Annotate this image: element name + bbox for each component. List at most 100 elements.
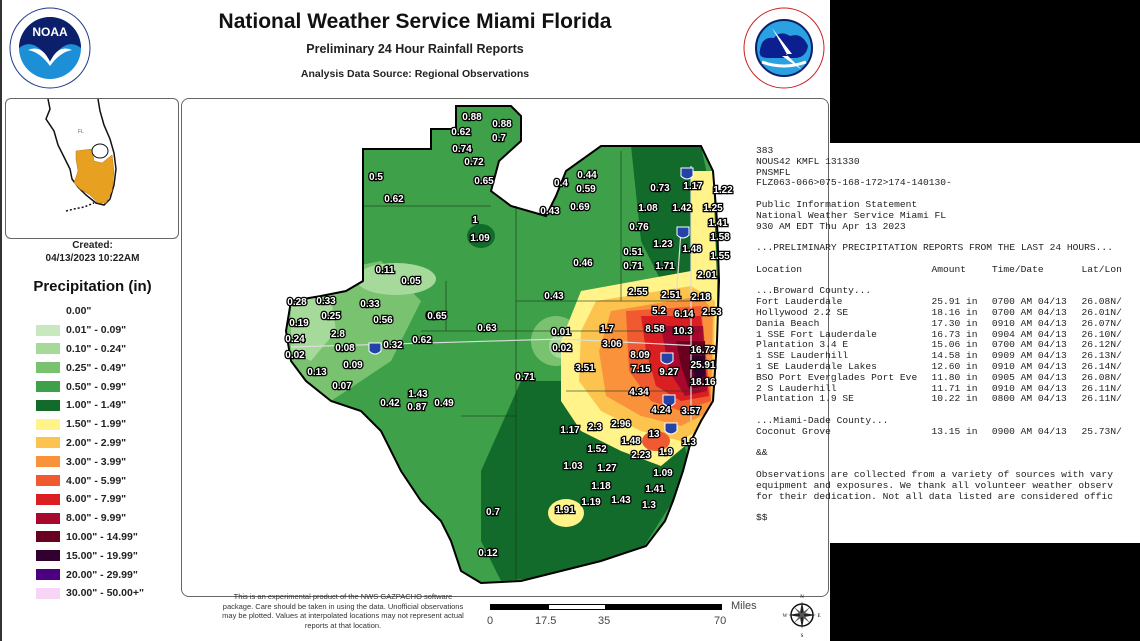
scale-tick-17-5: 17.5	[535, 615, 557, 627]
pns-footer-text: equipment and exposures. We thank all vo…	[756, 479, 1113, 491]
pns-report-row: Plantation 1.9 SE 10.22 in 0800 AM 04/13 26…	[756, 394, 1140, 405]
pns-cell-time: 0904 AM 04/13	[991, 328, 1067, 340]
station-value-label: 0.4	[554, 178, 568, 189]
station-value-label: 1.41	[708, 218, 728, 229]
pns-report-row: 1 SSE Lauderhill 14.58 in 0909 AM 04/13 26.…	[756, 350, 1140, 362]
pns-cell-time: 0910 AM 04/13	[991, 360, 1067, 372]
station-value-label: 3.57	[681, 406, 701, 417]
pns-header-line: 930 AM EDT Thu Apr 13 2023	[756, 220, 906, 232]
pns-cell-location: Dania Beach	[756, 318, 820, 329]
interstate-shield-icon	[368, 167, 694, 435]
legend-label: 8.00" - 9.99"	[66, 512, 127, 525]
scale-tick-35: 35	[598, 615, 611, 627]
legend-swatch	[36, 512, 60, 524]
station-value-label: 0.44	[577, 170, 597, 181]
pns-cell-latlon: 26.08N/	[1081, 296, 1122, 308]
pns-report-row: Coconut Grove 13.15 in 0900 AM 04/13 25.73N…	[756, 426, 1140, 438]
station-value-label: 0.01	[551, 327, 571, 338]
legend-label: 30.00" - 50.00+"	[66, 587, 144, 600]
station-value-label: 1.03	[563, 461, 583, 472]
legend-item: 3.00" - 3.99"	[36, 452, 144, 471]
legend-label: 6.00" - 7.99"	[66, 493, 127, 506]
station-value-label: 10.3	[673, 326, 693, 337]
station-value-label: 0.74	[452, 144, 472, 155]
station-value-label: 0.25	[321, 311, 341, 322]
station-value-label: 0.46	[573, 258, 593, 269]
legend-swatch	[36, 381, 60, 393]
pns-cell-latlon: 26.11N/	[1081, 393, 1122, 405]
station-value-label: 0.43	[544, 291, 564, 302]
pns-cell-location: 1 SSE Lauderhill	[756, 351, 849, 362]
svg-text:S: S	[801, 634, 804, 638]
station-value-label: 0.12	[478, 548, 498, 559]
legend-label: 1.50" - 1.99"	[66, 418, 127, 431]
legend-swatch	[36, 550, 60, 562]
station-value-label: 1.3	[642, 500, 656, 511]
legend-item: 0.25" - 0.49"	[36, 358, 144, 377]
pns-cell-location: Hollywood 2.2 SE	[756, 307, 849, 318]
pns-report-row: BSO Port Everglades Port Eve 11.80 in 0905…	[756, 371, 1140, 384]
station-value-label: 0.62	[412, 335, 432, 346]
station-value-label: 1.48	[682, 244, 702, 255]
pns-cell-latlon: 26.01N/	[1081, 306, 1122, 318]
station-value-label: 1.58	[710, 232, 730, 243]
station-value-label: 1.09	[653, 468, 673, 479]
page-subtitle: Preliminary 24 Hour Rainfall Reports	[306, 42, 524, 56]
station-value-label: 0.72	[464, 157, 484, 168]
station-value-label: 1.48	[621, 436, 641, 447]
rainfall-map[interactable]: 0.88 0.88 0.62 0.7 0.74 0.72 0.5 0.65 0.62 1 1.09 0…	[181, 98, 829, 597]
pns-cell-latlon: 26.08N/	[1081, 371, 1122, 383]
station-value-label: 4.34	[629, 387, 649, 398]
station-value-label: 0.88	[462, 112, 482, 123]
scale-unit: Miles	[731, 600, 757, 612]
legend-swatch	[36, 437, 60, 449]
station-value-label: 2.53	[702, 307, 722, 318]
svg-text:NOAA: NOAA	[32, 25, 68, 39]
legend-swatch	[36, 531, 60, 543]
pns-cell-amount: 11.80 in	[931, 371, 978, 383]
station-value-label: 4.24	[651, 405, 671, 416]
station-value-label: 0.62	[451, 127, 471, 138]
station-value-label: 0.05	[401, 276, 421, 287]
station-value-label: 0.33	[316, 296, 336, 307]
station-value-label: 1.43	[408, 389, 428, 400]
station-value-label: 0.71	[515, 372, 535, 383]
florida-outline-icon: FL	[45, 98, 117, 212]
legend-item: 30.00" - 50.00+"	[36, 584, 144, 603]
station-value-label: 1.18	[591, 481, 611, 492]
legend-swatch	[36, 343, 60, 355]
station-value-label: 0.56	[373, 315, 393, 326]
station-value-label: 1.52	[587, 444, 607, 455]
pns-report-row: Plantation 3.4 E 15.06 in 0700 AM 04/13 26.…	[756, 340, 1140, 351]
legend-swatch	[36, 475, 60, 487]
pns-cell-amount: 10.22 in	[931, 393, 978, 405]
station-value-label: 2.18	[691, 292, 711, 303]
compass-rose-icon: N S E W	[783, 595, 821, 638]
created-label: Created:	[72, 240, 113, 251]
legend-item: 0.50" - 0.99"	[36, 377, 144, 396]
legend-swatch	[36, 418, 60, 430]
pns-header-line: National Weather Service Miami FL	[756, 209, 946, 221]
page-title: National Weather Service Miami Florida	[218, 10, 612, 33]
pns-cell-time: 0905 AM 04/13	[991, 371, 1067, 383]
pns-cell-location: Fort Lauderdale	[756, 297, 843, 308]
pns-blank	[756, 438, 1140, 449]
station-value-label: 0.43	[540, 206, 560, 217]
station-value-label: 0.65	[474, 176, 494, 187]
pns-report-row: 1 SE Lauderdale Lakes 12.60 in 0910 AM 04/…	[756, 360, 1140, 373]
legend-label: 15.00" - 19.99"	[66, 549, 138, 562]
black-overlay-top	[830, 0, 1140, 143]
pns-cell-location: Coconut Grove	[756, 426, 831, 437]
station-value-label: 1.17	[560, 425, 580, 436]
south-florida-rainfall-map: 0.88 0.88 0.62 0.7 0.74 0.72 0.5 0.65 0.62 1 1.09 0…	[284, 105, 734, 585]
legend-label: 0.25" - 0.49"	[66, 361, 127, 374]
station-value-label: 2.23	[631, 450, 651, 461]
pns-report-row: Hollywood 2.2 SE 18.16 in 0700 AM 04/13 26.…	[756, 306, 1140, 319]
station-value-label: 0.42	[380, 398, 400, 409]
pns-report-row: 2 S Lauderhill 11.71 in 0910 AM 04/13 26.11…	[756, 383, 1140, 395]
station-value-label: 3.06	[602, 339, 622, 350]
pns-cell-latlon: 26.07N/	[1081, 317, 1122, 329]
pns-cell-amount: 18.16 in	[931, 306, 978, 318]
pns-header-line: Public Information Statement	[756, 198, 918, 210]
analysis-source: Analysis Data Source: Regional Observati…	[300, 68, 530, 80]
